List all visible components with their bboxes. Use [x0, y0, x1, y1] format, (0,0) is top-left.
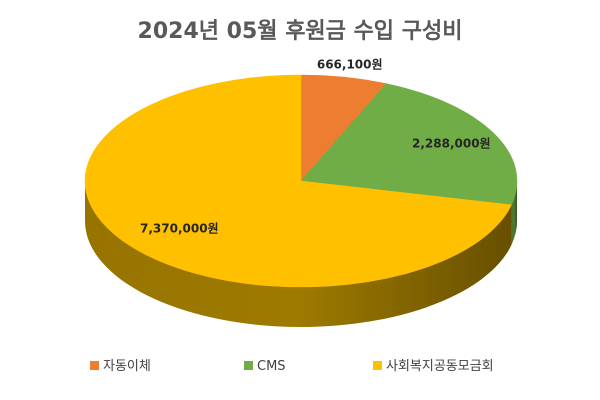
legend-label-auto-transfer: 자동이체 [103, 359, 151, 374]
chart-title: 2024년 05월 후원금 수입 구성비 [138, 19, 463, 44]
slice-cms[interactable] [300, 83, 518, 206]
legend-swatch-auto-transfer [90, 361, 99, 370]
slice-community-chest-side-shade [84, 181, 512, 327]
slice-community-chest[interactable] [84, 74, 512, 288]
data-label-auto-transfer: 666,100원 [317, 58, 383, 72]
legend-label-community-chest: 사회복지공동모금회 [386, 359, 494, 374]
legend-label-cms: CMS [257, 359, 286, 374]
data-label-community-chest: 7,370,000원 [140, 222, 219, 236]
slice-cms-side-shade [511, 181, 517, 245]
legend-item-cms[interactable]: CMS [244, 359, 286, 374]
legend-item-auto-transfer[interactable]: 자동이체 [90, 359, 151, 374]
legend-swatch-community-chest [373, 361, 382, 370]
legend-item-community-chest[interactable]: 사회복지공동모금회 [373, 359, 494, 374]
pie-slices [84, 74, 518, 288]
pie-sides [84, 181, 517, 327]
data-label-cms: 2,288,000원 [412, 137, 491, 151]
data-labels: 666,100원 2,288,000원 7,370,000원 [140, 58, 491, 236]
legend: 자동이체 CMS 사회복지공동모금회 [90, 359, 494, 374]
legend-swatch-cms [244, 361, 253, 370]
